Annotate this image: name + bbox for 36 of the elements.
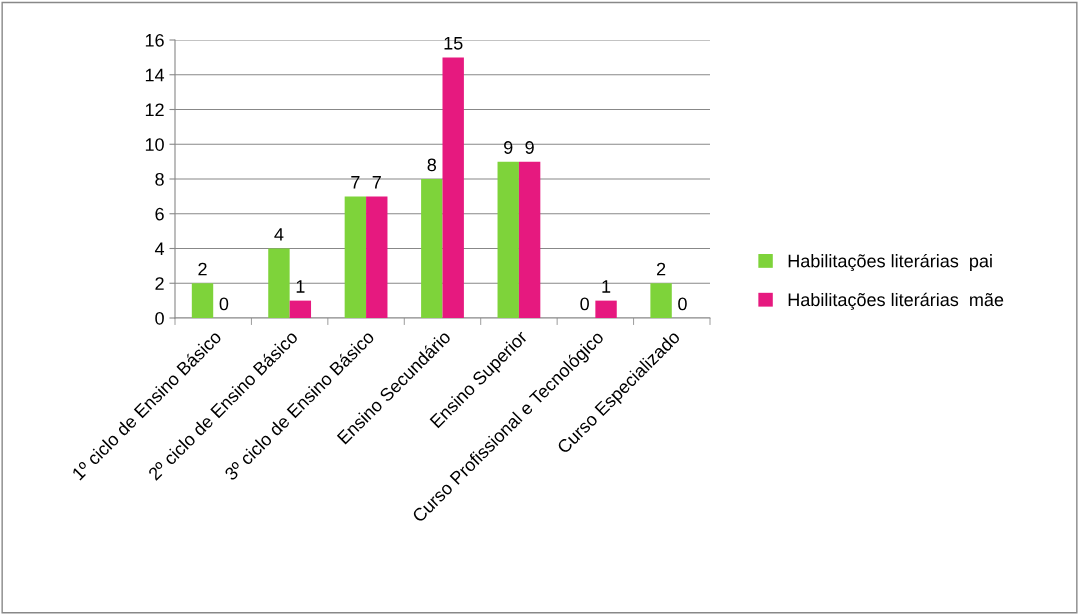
bar [344,196,367,318]
data-label: 7 [351,176,360,189]
data-label: 15 [444,37,463,50]
y-tick-label: 16 [145,33,164,47]
bar [650,283,672,318]
y-tick-label: 10 [145,138,164,151]
data-label: 0 [678,297,687,311]
data-label: 0 [580,297,589,311]
bar [595,300,617,318]
y-tick-label: 12 [145,103,164,117]
data-label: 8 [427,158,437,172]
bar [191,283,214,318]
bar [289,300,312,318]
legend-label: Habilitações literárias pai [788,253,992,272]
data-label: 4 [274,228,284,241]
data-label: 0 [219,297,229,311]
data-label: 7 [372,176,381,189]
data-label: 2 [656,262,666,276]
y-tick-label: 6 [155,207,164,221]
y-tick-label: 8 [155,172,164,186]
bar [366,196,388,318]
bar [518,161,541,318]
y-tick-label: 4 [154,242,165,256]
bar [421,179,443,318]
legend-label: Habilitações literárias mãe [788,292,1004,310]
data-label: 9 [504,141,513,154]
data-label: 9 [525,141,534,154]
data-label: 1 [602,280,611,293]
data-label: 1 [296,280,305,293]
y-tick-label: 14 [145,68,165,82]
y-tick-label: 2 [155,277,164,290]
bar [268,248,290,318]
y-tick-label: 0 [155,311,164,325]
bar [497,161,519,318]
data-label: 2 [198,262,207,276]
bar [442,57,464,318]
